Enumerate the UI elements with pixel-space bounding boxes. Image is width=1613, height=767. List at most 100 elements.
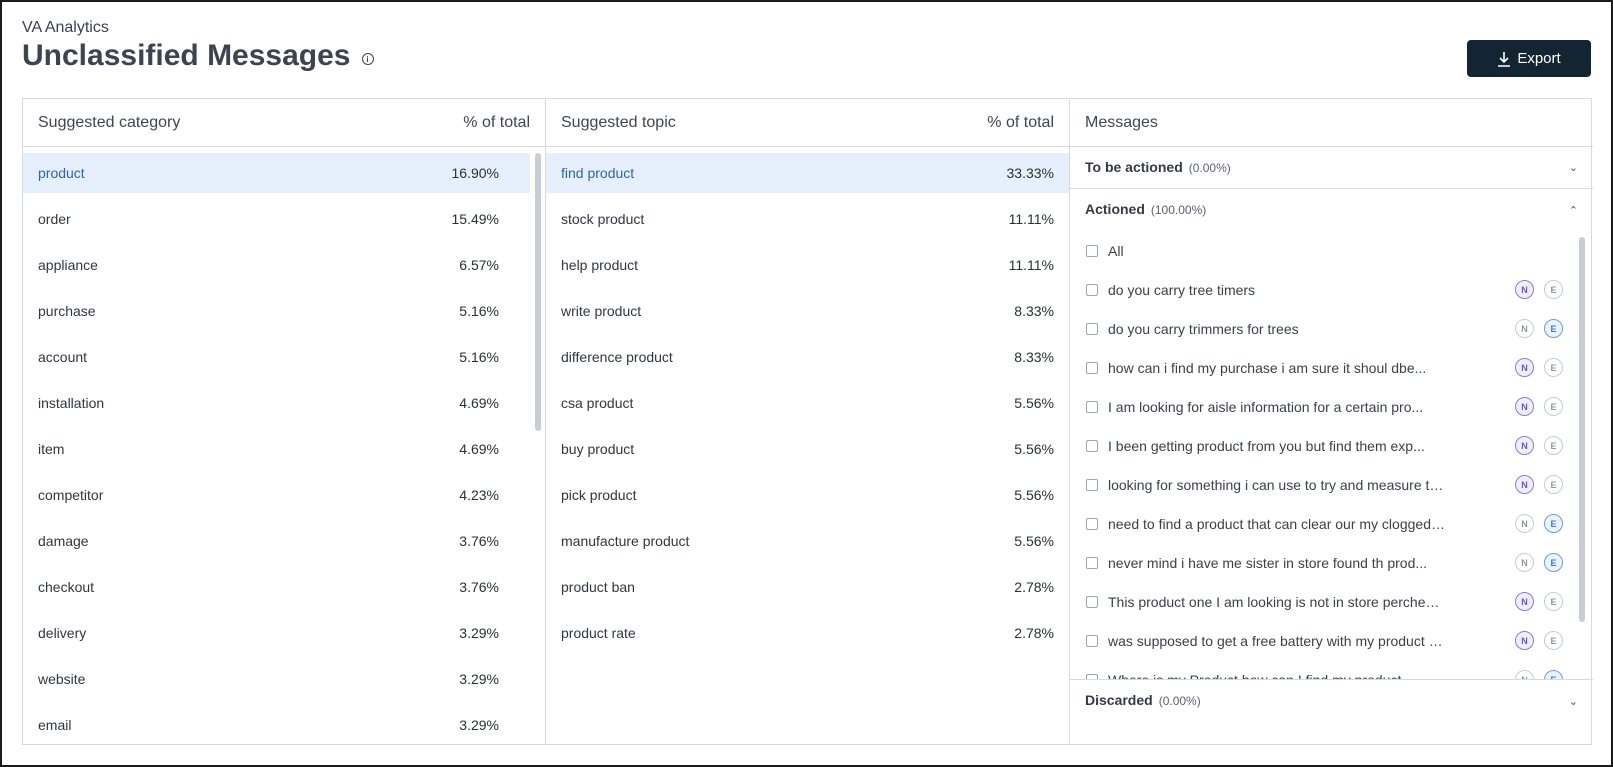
e-badge-icon[interactable]: E xyxy=(1544,280,1563,299)
chevron-down-icon[interactable]: ⌄ xyxy=(1568,162,1578,174)
message-row[interactable]: need to find a product that can clear ou… xyxy=(1070,504,1593,543)
message-row[interactable]: how can i find my purchase i am sure it … xyxy=(1070,348,1593,387)
n-badge-icon[interactable]: N xyxy=(1515,319,1534,338)
message-checkbox[interactable] xyxy=(1086,595,1098,608)
message-checkbox[interactable] xyxy=(1086,439,1098,452)
topic-row[interactable]: manufacture product 5.56% xyxy=(546,521,1069,561)
message-row[interactable]: This product one I am looking is not in … xyxy=(1070,582,1593,621)
n-badge-icon[interactable]: N xyxy=(1515,553,1534,572)
topic-row[interactable]: help product 11.11% xyxy=(546,245,1069,285)
category-label: product xyxy=(38,165,85,181)
message-row[interactable]: do you carry trimmers for trees N E xyxy=(1070,309,1593,348)
message-checkbox[interactable] xyxy=(1086,361,1098,374)
message-checkbox[interactable] xyxy=(1086,478,1098,491)
message-row[interactable]: I am looking for aisle information for a… xyxy=(1070,387,1593,426)
select-all-checkbox[interactable] xyxy=(1086,244,1098,257)
n-badge-icon[interactable]: N xyxy=(1515,397,1534,416)
e-badge-icon[interactable]: E xyxy=(1544,358,1563,377)
export-button[interactable]: Export xyxy=(1467,40,1591,77)
category-row[interactable]: order 15.49% xyxy=(23,199,530,239)
page-title-wrap: Unclassified Messages i xyxy=(22,39,374,73)
topic-row[interactable]: find product 33.33% xyxy=(546,153,1069,193)
topic-label: product rate xyxy=(561,625,636,641)
n-badge-icon[interactable]: N xyxy=(1515,358,1534,377)
topic-row[interactable]: product ban 2.78% xyxy=(546,567,1069,607)
message-checkbox[interactable] xyxy=(1086,400,1098,413)
category-pct: 3.29% xyxy=(459,625,499,641)
category-row[interactable]: damage 3.76% xyxy=(23,521,530,561)
e-badge-icon[interactable]: E xyxy=(1544,631,1563,650)
category-scrollbar[interactable] xyxy=(535,153,541,431)
n-badge-icon[interactable]: N xyxy=(1515,280,1534,299)
message-scrollbar[interactable] xyxy=(1579,237,1585,622)
n-badge-icon[interactable]: N xyxy=(1515,592,1534,611)
n-badge-icon[interactable]: N xyxy=(1515,514,1534,533)
message-checkbox[interactable] xyxy=(1086,634,1098,647)
message-checkbox[interactable] xyxy=(1086,322,1098,335)
topic-list[interactable]: find product 33.33% stock product 11.11% hel… xyxy=(546,147,1069,653)
n-badge-icon[interactable]: N xyxy=(1515,436,1534,455)
e-badge-icon[interactable]: E xyxy=(1544,397,1563,416)
category-row[interactable]: appliance 6.57% xyxy=(23,245,530,285)
chevron-up-icon[interactable]: ⌃ xyxy=(1568,204,1578,217)
category-row[interactable]: competitor 4.23% xyxy=(23,475,530,515)
topic-row[interactable]: difference product 8.33% xyxy=(546,337,1069,377)
topic-row[interactable]: write product 8.33% xyxy=(546,291,1069,331)
category-row[interactable]: website 3.29% xyxy=(23,659,530,699)
category-row[interactable]: checkout 3.76% xyxy=(23,567,530,607)
message-row[interactable]: looking for something i can use to try a… xyxy=(1070,465,1593,504)
category-row[interactable]: installation 4.69% xyxy=(23,383,530,423)
topic-row[interactable]: stock product 11.11% xyxy=(546,199,1069,239)
category-label: item xyxy=(38,441,65,457)
message-checkbox[interactable] xyxy=(1086,517,1098,530)
analysis-panel: Suggested category % of total product 16.… xyxy=(22,98,1593,745)
message-row[interactable]: was supposed to get a free battery with … xyxy=(1070,621,1593,660)
topic-header: Suggested topic % of total xyxy=(546,99,1069,147)
topic-header-label: Suggested topic xyxy=(561,113,676,131)
category-list[interactable]: product 16.90% order 15.49% appliance 6.57% pu… xyxy=(23,147,545,744)
n-badge-icon[interactable]: N xyxy=(1515,670,1534,679)
message-checkbox[interactable] xyxy=(1086,556,1098,569)
category-row[interactable]: purchase 5.16% xyxy=(23,291,530,331)
category-row[interactable]: delivery 3.29% xyxy=(23,613,530,653)
topic-row[interactable]: csa product 5.56% xyxy=(546,383,1069,423)
message-text: I been getting product from you but find… xyxy=(1108,437,1425,454)
e-badge-icon[interactable]: E xyxy=(1544,553,1563,572)
message-row[interactable]: I been getting product from you but find… xyxy=(1070,426,1593,465)
category-row[interactable]: account 5.16% xyxy=(23,337,530,377)
topic-row[interactable]: product rate 2.78% xyxy=(546,613,1069,653)
message-row[interactable]: do you carry tree timers N E xyxy=(1070,270,1593,309)
category-pct: 3.29% xyxy=(459,671,499,687)
n-badge-icon[interactable]: N xyxy=(1515,475,1534,494)
select-all-row[interactable]: All xyxy=(1070,231,1593,270)
e-badge-icon[interactable]: E xyxy=(1544,514,1563,533)
topic-pct: 8.33% xyxy=(1014,303,1054,319)
section-actioned-title: Actioned (100.00%) xyxy=(1085,201,1206,219)
e-badge-icon[interactable]: E xyxy=(1544,436,1563,455)
section-to-be-actioned[interactable]: To be actioned (0.00%) ⌄ xyxy=(1070,147,1593,189)
n-badge-icon[interactable]: N xyxy=(1515,631,1534,650)
message-checkbox[interactable] xyxy=(1086,673,1098,679)
section-discarded[interactable]: Discarded (0.00%) ⌄ xyxy=(1070,680,1593,722)
section-actioned[interactable]: Actioned (100.00%) ⌃ xyxy=(1070,189,1593,231)
message-row[interactable]: never mind i have me sister in store fou… xyxy=(1070,543,1593,582)
e-badge-icon[interactable]: E xyxy=(1544,475,1563,494)
category-row[interactable]: email 3.29% xyxy=(23,705,530,744)
e-badge-icon[interactable]: E xyxy=(1544,592,1563,611)
message-row[interactable]: Where is my Product how can I find my pr… xyxy=(1070,660,1593,679)
category-row[interactable]: item 4.69% xyxy=(23,429,530,469)
topic-row[interactable]: buy product 5.56% xyxy=(546,429,1069,469)
category-row[interactable]: product 16.90% xyxy=(23,153,530,193)
e-badge-icon[interactable]: E xyxy=(1544,319,1563,338)
info-icon[interactable]: i xyxy=(361,53,374,65)
e-badge-icon[interactable]: E xyxy=(1544,670,1563,679)
chevron-down-icon[interactable]: ⌄ xyxy=(1568,695,1578,708)
topic-row[interactable]: pick product 5.56% xyxy=(546,475,1069,515)
message-checkbox[interactable] xyxy=(1086,283,1098,296)
